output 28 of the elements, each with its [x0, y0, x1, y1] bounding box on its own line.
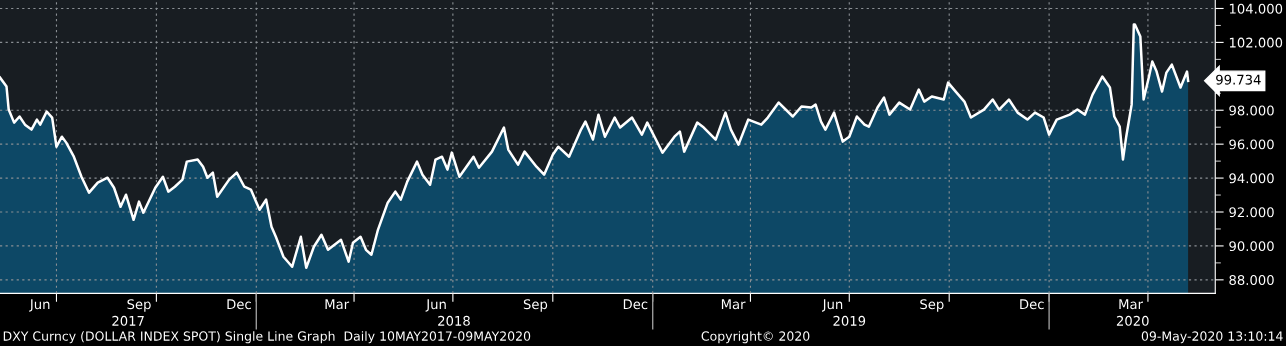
x-tick-label: Jun [822, 299, 843, 312]
y-tick-label: 98.000 [1229, 105, 1274, 116]
x-tick-label: Sep [523, 299, 548, 312]
annotation: 99.734 [1216, 74, 1261, 85]
y-tick-label: 102.000 [1229, 37, 1283, 48]
x-tick-label: Jun [29, 299, 50, 312]
x-tick-label: Jun [425, 299, 446, 312]
x-tick-label: Sep [920, 299, 944, 312]
y-tick-label: 94.000 [1229, 173, 1274, 184]
x2-tick-label: 2017 [112, 315, 144, 326]
y-tick-label: 92.000 [1229, 207, 1274, 218]
x2-tick-label: 2020 [1116, 315, 1149, 326]
text: Copyright© 2020 [701, 331, 810, 344]
x-tick-label: Dec [227, 299, 251, 310]
x2-tick-label: 2018 [438, 315, 470, 326]
x-tick-label: Mar [1119, 299, 1144, 310]
y-tick-label: 96.000 [1229, 139, 1274, 150]
x-tick-label: Mar [721, 299, 746, 310]
x2-tick-label: 2019 [833, 315, 866, 326]
y-tick-label: 88.000 [1229, 275, 1274, 286]
x-tick-label: Mar [325, 299, 350, 310]
text: 09-May-2020 13:10:14 [1141, 331, 1283, 344]
y-tick-label: 90.000 [1229, 241, 1274, 252]
x-tick-label: Dec [1020, 299, 1044, 310]
text: DXY Curncy (DOLLAR INDEX SPOT) Single Line Graph Daily 10MAY2017-09MAY2020 [3, 331, 531, 344]
y-tick-label: 104.000 [1229, 3, 1283, 14]
x-tick-label: Dec [623, 299, 648, 310]
x-tick-label: Sep [127, 299, 151, 312]
